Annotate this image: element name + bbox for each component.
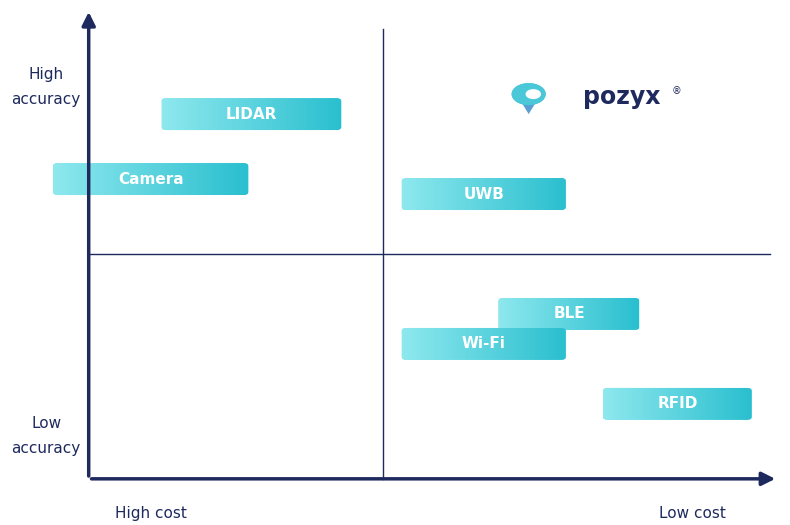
Text: Low: Low	[31, 416, 61, 432]
Text: UWB: UWB	[463, 186, 504, 202]
Polygon shape	[518, 98, 539, 114]
FancyBboxPatch shape	[401, 178, 566, 210]
Text: LIDAR: LIDAR	[226, 107, 277, 122]
FancyBboxPatch shape	[498, 298, 639, 330]
Text: Low cost: Low cost	[660, 506, 726, 521]
Circle shape	[512, 83, 546, 105]
Text: High cost: High cost	[115, 506, 186, 521]
FancyBboxPatch shape	[53, 163, 248, 195]
Text: Wi-Fi: Wi-Fi	[462, 337, 506, 351]
Text: pozyx: pozyx	[583, 85, 660, 109]
Circle shape	[525, 89, 541, 99]
Text: High: High	[28, 67, 64, 81]
Text: Camera: Camera	[118, 172, 183, 186]
FancyBboxPatch shape	[401, 328, 566, 360]
Text: BLE: BLE	[553, 307, 585, 321]
Text: RFID: RFID	[657, 396, 698, 412]
FancyBboxPatch shape	[161, 98, 341, 130]
Text: ®: ®	[672, 86, 681, 96]
Text: accuracy: accuracy	[12, 442, 81, 456]
Text: accuracy: accuracy	[12, 91, 81, 107]
Circle shape	[512, 83, 546, 105]
FancyBboxPatch shape	[603, 388, 752, 420]
